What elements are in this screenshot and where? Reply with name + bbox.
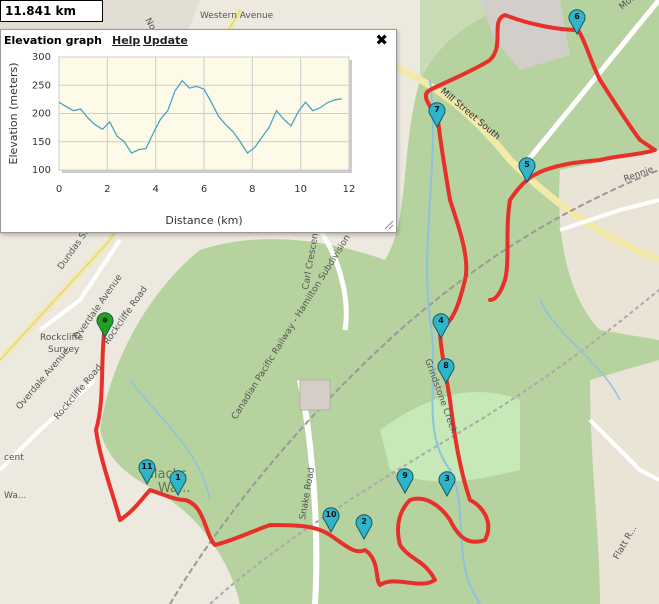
resize-grip-icon[interactable] bbox=[384, 220, 394, 230]
waypoint-number: 6 bbox=[574, 12, 580, 21]
waypoint-number: 2 bbox=[361, 517, 367, 526]
map-pin-icon bbox=[396, 468, 414, 494]
map-pin-icon bbox=[96, 312, 114, 338]
map-pin-icon bbox=[169, 470, 187, 496]
wa-label: Wa... bbox=[4, 491, 26, 501]
update-link[interactable]: Update bbox=[143, 34, 188, 47]
western-avenue-label: Western Avenue bbox=[200, 11, 274, 21]
waypoint-number: 9 bbox=[402, 471, 408, 480]
x-tick-label: 4 bbox=[152, 184, 158, 195]
waypoint-number: 1 bbox=[175, 473, 181, 482]
waypoint-marker-8[interactable]: 8 bbox=[437, 358, 455, 384]
map-pin-icon bbox=[518, 157, 536, 183]
map-pin-icon bbox=[432, 313, 450, 339]
map-pin-icon bbox=[437, 358, 455, 384]
y-tick-label: 200 bbox=[32, 109, 51, 120]
waypoint-number: 11 bbox=[141, 462, 153, 471]
waypoint-number: 3 bbox=[444, 474, 450, 483]
x-tick-label: 6 bbox=[201, 184, 207, 195]
y-tick-label: 300 bbox=[32, 52, 51, 63]
rockcliffe-survey-label-line1: Rockcliffe bbox=[40, 333, 84, 343]
waypoint-marker-2[interactable]: 2 bbox=[355, 514, 373, 540]
y-axis-title: Elevation (meters) bbox=[7, 63, 20, 165]
elevation-profile-line bbox=[58, 79, 342, 155]
elevation-graph-panel: Elevation graph Help Update ✖ 300 250 200 1… bbox=[0, 29, 397, 233]
x-axis-title: Distance (km) bbox=[165, 214, 242, 227]
total-distance-readout: 11.841 km bbox=[0, 0, 103, 22]
x-tick-label: 10 bbox=[294, 184, 307, 195]
cent-label: cent bbox=[4, 453, 24, 463]
map-pin-icon bbox=[355, 514, 373, 540]
waypoint-number: 10 bbox=[325, 510, 337, 519]
waypoint-marker-7[interactable]: 7 bbox=[428, 102, 446, 128]
close-icon[interactable]: ✖ bbox=[375, 31, 388, 49]
start-marker[interactable] bbox=[96, 312, 114, 338]
map-pin-icon bbox=[138, 459, 156, 485]
waypoint-marker-5[interactable]: 5 bbox=[518, 157, 536, 183]
x-tick-label: 8 bbox=[249, 184, 255, 195]
elevation-chart: 300 250 200 150 100 0 2 4 6 8 10 12 Distance (km) Ele… bbox=[7, 52, 356, 227]
waypoint-marker-9[interactable]: 9 bbox=[396, 468, 414, 494]
waypoint-marker-4[interactable]: 4 bbox=[432, 313, 450, 339]
route-line bbox=[94, 13, 657, 587]
waypoint-marker-1[interactable]: 1 bbox=[169, 470, 187, 496]
elevation-panel-title: Elevation graph bbox=[4, 34, 103, 47]
waypoint-marker-3[interactable]: 3 bbox=[438, 471, 456, 497]
waypoint-number: 4 bbox=[438, 316, 444, 325]
elevation-panel-header: Elevation graph Help Update ✖ bbox=[1, 30, 396, 50]
rockcliffe-survey-label-line2: Survey bbox=[48, 345, 80, 355]
map-pin-icon bbox=[322, 507, 340, 533]
y-tick-label: 100 bbox=[32, 165, 51, 176]
map-pin-icon bbox=[428, 102, 446, 128]
waypoint-marker-10[interactable]: 10 bbox=[322, 507, 340, 533]
map-pin-icon bbox=[568, 9, 586, 35]
y-tick-label: 250 bbox=[32, 80, 51, 91]
waypoint-number: 8 bbox=[443, 361, 449, 370]
waypoint-marker-6[interactable]: 6 bbox=[568, 9, 586, 35]
waypoint-marker-11[interactable]: 11 bbox=[138, 459, 156, 485]
waypoint-number: 5 bbox=[524, 160, 530, 169]
x-tick-label: 0 bbox=[56, 184, 62, 195]
map-pin-icon bbox=[438, 471, 456, 497]
y-tick-label: 150 bbox=[32, 137, 51, 148]
x-tick-label: 12 bbox=[343, 184, 356, 195]
help-link[interactable]: Help bbox=[112, 34, 141, 47]
waypoint-number: 7 bbox=[434, 105, 440, 114]
x-tick-label: 2 bbox=[104, 184, 110, 195]
